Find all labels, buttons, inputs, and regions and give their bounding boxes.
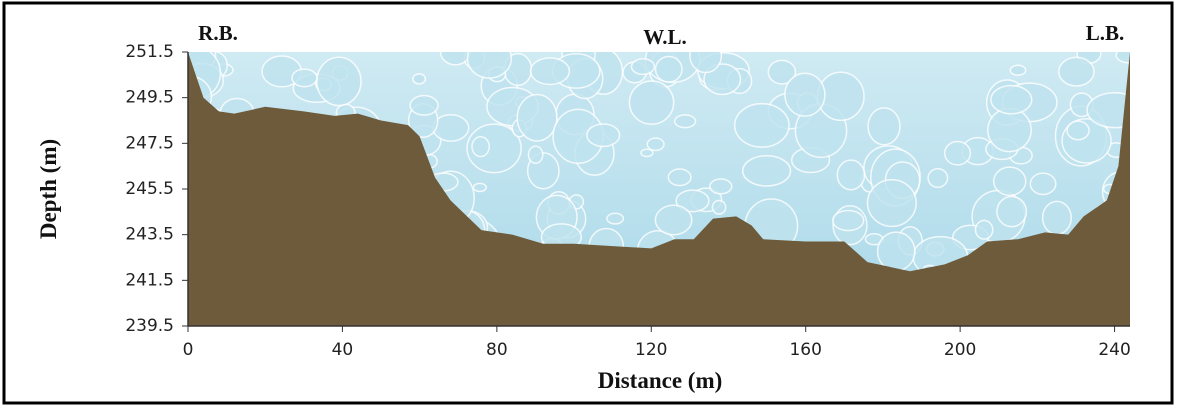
x-tick-label: 40 [332,340,354,360]
river-bed [188,52,1130,326]
annotation: W.L. [643,25,687,49]
droplet [836,159,866,191]
droplet [1066,120,1090,141]
droplet [784,72,826,117]
droplet [471,136,491,158]
x-tick-label: 200 [944,340,976,360]
y-tick-label: 249.5 [125,88,174,108]
droplet [527,145,544,164]
droplet [943,140,972,166]
droplet [1029,172,1057,196]
y-tick-label: 247.5 [125,133,174,153]
droplet [606,212,625,225]
droplet [640,148,654,158]
droplet [876,231,916,272]
droplet [927,167,949,189]
droplet [667,168,692,187]
droplet [316,56,362,107]
y-tick-label: 239.5 [125,316,174,336]
droplet [654,55,683,83]
droplet [646,137,665,152]
droplet [689,52,723,74]
droplet [987,107,1032,153]
droplet [767,59,797,85]
droplet [1058,56,1095,87]
y-tick-label: 251.5 [125,42,174,62]
droplet [529,57,571,86]
droplet [673,114,697,129]
y-tick-label: 241.5 [125,270,174,290]
droplet [992,166,1027,197]
droplet [630,58,656,76]
droplet [711,199,727,215]
x-tick-label: 120 [635,340,667,360]
droplet [439,52,471,66]
droplet [409,94,439,116]
droplet [472,182,488,193]
droplet [996,195,1028,228]
droplet [675,189,710,213]
droplet [466,52,513,79]
droplet [866,178,917,228]
droplet [867,107,901,146]
droplet [974,219,994,240]
droplet [733,102,790,148]
droplet [654,204,693,236]
y-tick-label: 245.5 [125,179,174,199]
y-tick-label: 243.5 [125,225,174,245]
droplet [703,63,742,96]
droplet [832,209,865,232]
annotation: R.B. [198,21,238,45]
x-axis-title: Distance (m) [598,368,723,393]
droplet [741,155,792,187]
y-axis-title: Depth (m) [36,139,61,239]
droplet [990,84,1033,115]
droplet [291,68,318,88]
x-tick-label: 0 [183,340,194,360]
droplet [1009,64,1027,76]
x-tick-label: 80 [486,340,508,360]
droplet [516,93,558,142]
x-tick-label: 240 [1098,340,1130,360]
annotation: L.B. [1086,21,1125,45]
droplet [586,123,621,148]
droplet [1041,200,1072,236]
droplet [1115,52,1130,64]
droplet [1086,92,1130,129]
droplet [412,73,427,85]
droplet [628,80,675,125]
x-tick-label: 160 [789,340,821,360]
droplet [709,178,733,195]
